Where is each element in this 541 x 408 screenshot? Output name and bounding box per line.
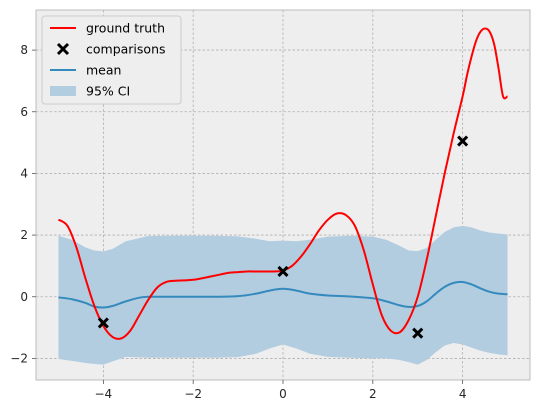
comparison-marker xyxy=(457,135,469,147)
x-tick-label: 2 xyxy=(369,387,377,401)
comparison-marker xyxy=(412,327,424,339)
ground-truth-line xyxy=(57,27,509,340)
y-tick-label: 4 xyxy=(20,166,28,180)
legend-mean-label: mean xyxy=(86,63,121,78)
legend-box xyxy=(41,15,182,105)
y-tick-label: 2 xyxy=(20,228,28,242)
legend-ci-swatch xyxy=(50,86,76,96)
ci-band xyxy=(58,225,508,365)
x-tick-label: 4 xyxy=(459,387,467,401)
mean-line xyxy=(58,280,508,309)
y-tick-label: 8 xyxy=(20,43,28,57)
y-tick-label: −2 xyxy=(10,351,28,365)
comparison-marker xyxy=(277,265,289,278)
legend: ground truth comparisons mean 95% CI xyxy=(41,15,182,105)
legend-ground-truth-label: ground truth xyxy=(86,21,165,36)
legend-ci-label: 95% CI xyxy=(86,84,130,99)
x-tick-label: 0 xyxy=(279,387,287,401)
x-tick-label: −4 xyxy=(95,387,113,401)
axis-ticks: −4 −2 0 2 4 −2 0 2 4 6 8 xyxy=(10,43,466,401)
y-tick-label: 0 xyxy=(20,290,28,304)
legend-comparisons-swatch xyxy=(56,42,70,56)
plot-area xyxy=(57,27,509,365)
legend-comparisons-label: comparisons xyxy=(86,42,166,57)
y-tick-label: 6 xyxy=(20,105,28,119)
x-tick-label: −2 xyxy=(184,387,202,401)
comparison-marker xyxy=(97,317,109,329)
